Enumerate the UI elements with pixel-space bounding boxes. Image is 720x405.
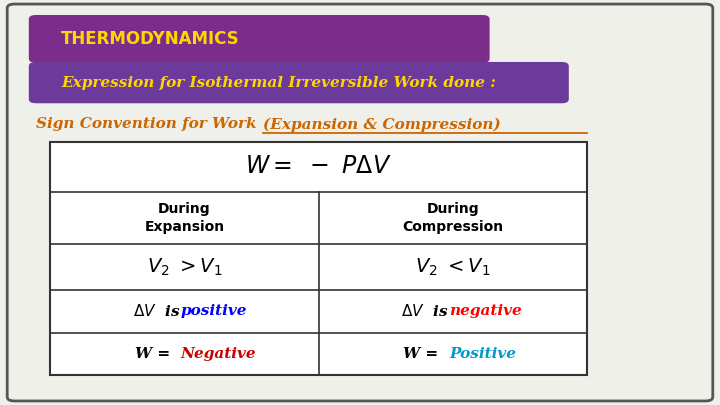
Text: positive: positive [181,304,248,318]
Text: $W = \ -\ P\Delta V$: $W = \ -\ P\Delta V$ [246,155,392,178]
Text: THERMODYNAMICS: THERMODYNAMICS [61,30,240,48]
Text: negative: negative [449,304,522,318]
Text: During
Expansion: During Expansion [145,202,225,234]
Text: Negative: Negative [181,347,256,361]
Text: $\Delta V$  is: $\Delta V$ is [401,303,449,319]
Text: During
Compression: During Compression [402,202,503,234]
Text: $V_2\ <V_1$: $V_2\ <V_1$ [415,256,490,277]
Text: W =: W = [135,347,181,361]
FancyBboxPatch shape [29,62,569,103]
Text: $\Delta V$  is: $\Delta V$ is [133,303,181,319]
FancyBboxPatch shape [29,15,490,63]
Text: Expression for Isothermal Irreversible Work done :: Expression for Isothermal Irreversible W… [61,76,496,90]
Text: (Expansion & Compression): (Expansion & Compression) [263,117,500,132]
Text: Sign Convention for Work: Sign Convention for Work [36,117,262,131]
Text: $V_2\ >V_1$: $V_2\ >V_1$ [147,256,222,277]
Bar [50,142,587,375]
FancyBboxPatch shape [7,4,713,401]
Text: Positive: Positive [449,347,516,361]
Text: W =: W = [403,347,449,361]
